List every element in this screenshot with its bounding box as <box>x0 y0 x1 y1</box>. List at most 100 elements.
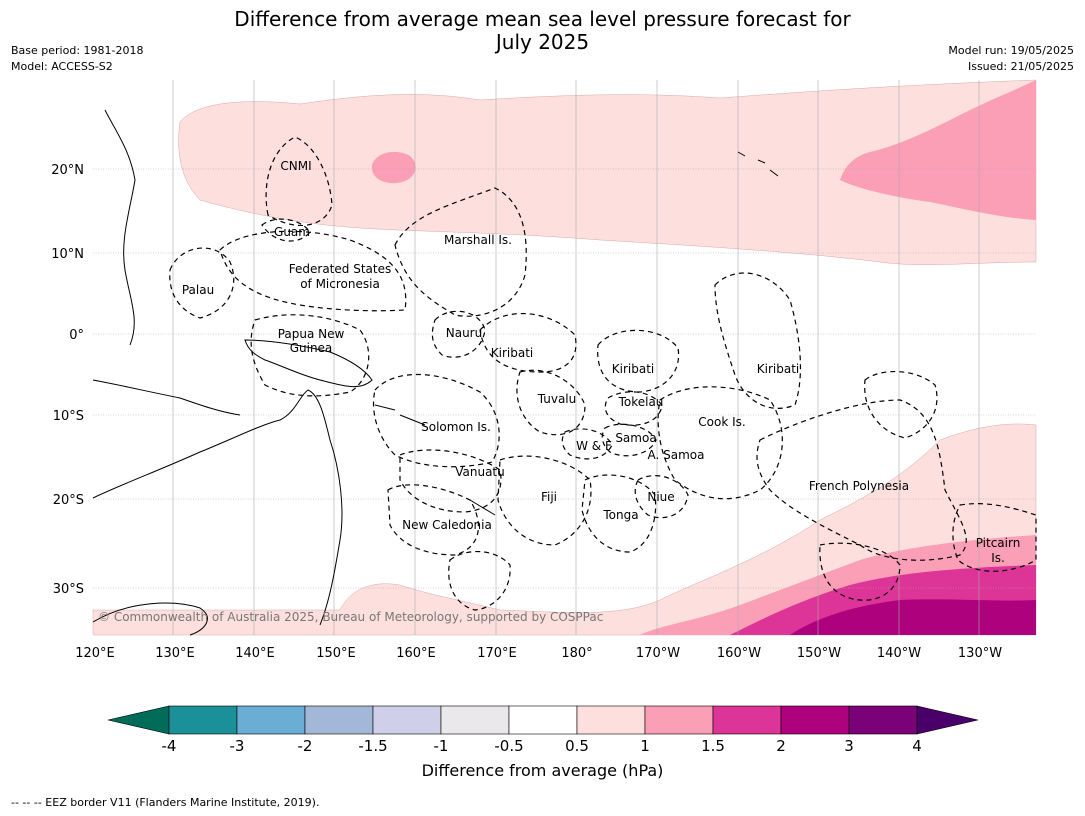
label-pitcairn-2: Is. <box>991 551 1005 565</box>
model-name: Model: ACCESS-S2 <box>11 60 113 73</box>
indonesia-coast <box>92 379 241 416</box>
label-fiji: Fiji <box>541 490 557 504</box>
label-kiribati-east: Kiribati <box>757 362 799 376</box>
eez-cook <box>657 386 783 500</box>
eez-tonga <box>581 474 657 553</box>
colorbar-tick-label: 0.5 <box>565 737 589 755</box>
lat-tick-label: 10°N <box>51 247 84 262</box>
colorbar-swatch <box>848 705 918 735</box>
label-samoa: Samoa <box>615 431 656 445</box>
eez-tuvalu <box>516 369 586 436</box>
map-panel: CNMI Guam Marshall Is. Palau Federated S… <box>92 79 1037 636</box>
anomaly-north-medium-small <box>371 151 416 184</box>
lat-tick-label: 30°S <box>53 582 84 597</box>
eez-cnmi <box>265 136 333 227</box>
lat-tick-label: 20°S <box>53 493 84 508</box>
colorbar-tick-label: -0.5 <box>494 737 523 755</box>
copyright-text: © Commonwealth of Australia 2025, Bureau… <box>98 610 603 624</box>
eez-fiji <box>497 455 592 546</box>
label-png-1: Papua New <box>278 327 345 341</box>
label-tuvalu: Tuvalu <box>537 392 577 406</box>
colorbar-swatch <box>440 705 510 735</box>
eez-new-caledonia <box>387 484 479 556</box>
new-zealand-coast <box>92 602 208 636</box>
coastlines <box>92 109 779 636</box>
colorbar-label: Difference from average (hPa) <box>421 761 664 780</box>
lon-tick-label: 120°E <box>75 646 115 661</box>
eez-nauru <box>431 310 486 358</box>
lon-tick-label: 140°E <box>235 646 275 661</box>
eez-norfolk <box>448 550 511 611</box>
meta-left: Base period: 1981-2018 Model: ACCESS-S2 <box>11 43 143 75</box>
title-line-1: Difference from average mean sea level p… <box>234 7 851 31</box>
eez-wallis <box>561 428 613 460</box>
colorbar-tick-label: 4 <box>912 737 922 755</box>
label-kiribati-west: Kiribati <box>491 346 533 360</box>
meta-right: Model run: 19/05/2025 Issued: 21/05/2025 <box>948 43 1074 75</box>
eez-borders <box>169 136 1037 611</box>
map-title: Difference from average mean sea level p… <box>0 8 1085 54</box>
colorbar-swatches <box>168 705 918 735</box>
lat-tick-label: 20°N <box>51 163 84 178</box>
model-run: Model run: 19/05/2025 <box>948 44 1074 57</box>
label-new-caledonia: New Caledonia <box>402 518 492 532</box>
title-line-2: July 2025 <box>495 30 590 54</box>
eez-solomon <box>372 373 500 468</box>
lon-tick-label: 140°W <box>877 646 921 661</box>
label-nauru: Nauru <box>446 326 482 340</box>
label-fsm-2: of Micronesia <box>300 277 380 291</box>
eez-samoa <box>601 423 657 457</box>
colorbar-swatch <box>304 705 374 735</box>
eez-tokelau <box>604 391 663 426</box>
colorbar-tick-labels: -4 -3 -2 -1.5 -1 -0.5 0.5 1 1.5 2 3 4 <box>162 737 922 755</box>
label-solomon: Solomon Is. <box>421 420 491 434</box>
label-tonga: Tonga <box>602 508 638 522</box>
label-marshall: Marshall Is. <box>444 233 512 247</box>
label-tokelau: Tokelau <box>618 395 664 409</box>
colorbar-swatch <box>780 705 850 735</box>
new-caledonia-coast <box>469 499 496 516</box>
solomon-coast <box>374 404 426 426</box>
lat-tick-label: 0° <box>69 328 84 343</box>
label-guam: Guam <box>274 225 310 239</box>
colorbar: -4 -3 -2 -1.5 -1 -0.5 0.5 1 1.5 2 3 4 <box>107 705 979 755</box>
colorbar-swatch <box>372 705 442 735</box>
colorbar-swatch <box>236 705 306 735</box>
australia-coast <box>92 389 343 626</box>
label-vanuatu: Vanuatu <box>455 465 505 479</box>
label-cnmi: CNMI <box>280 159 311 173</box>
colorbar-over-arrow <box>916 705 979 735</box>
eez-palau <box>169 247 235 319</box>
colorbar-tick-label: 3 <box>844 737 854 755</box>
philippines-coast <box>104 109 136 346</box>
base-period: Base period: 1981-2018 <box>11 44 144 57</box>
lon-tick-label: 180° <box>561 646 592 661</box>
colorbar-tick-label: -1 <box>434 737 449 755</box>
anomaly-south-light <box>92 423 1037 636</box>
hawaii-coast <box>737 151 779 177</box>
label-a-samoa: A. Samoa <box>648 448 705 462</box>
label-fsm-1: Federated States <box>289 262 391 276</box>
label-pitcairn-1: Pitcairn <box>976 536 1021 550</box>
anomaly-south-stronger <box>790 599 1036 635</box>
colorbar-swatch <box>576 705 646 735</box>
lon-tick-label: 160°W <box>717 646 761 661</box>
gridlines <box>93 80 1036 635</box>
lon-tick-label: 150°E <box>316 646 356 661</box>
new-guinea-coast <box>244 339 373 388</box>
label-wallis: W & F <box>576 439 612 453</box>
colorbar-tick-label: -1.5 <box>358 737 387 755</box>
colorbar-swatch <box>168 705 238 735</box>
lon-tick-label: 170°E <box>477 646 517 661</box>
colorbar-under-arrow <box>107 705 170 735</box>
label-kiribati-central: Kiribati <box>612 362 654 376</box>
colorbar-swatch <box>712 705 782 735</box>
label-cook: Cook Is. <box>698 415 745 429</box>
lon-tick-label: 170°W <box>636 646 680 661</box>
colorbar-tick-label: -4 <box>162 737 177 755</box>
colorbar-tick-label: 2 <box>776 737 786 755</box>
lat-tick-label: 10°S <box>53 409 84 424</box>
eez-kiribati-phoenix <box>597 329 680 393</box>
eez-kiribati-gilbert <box>479 312 577 373</box>
